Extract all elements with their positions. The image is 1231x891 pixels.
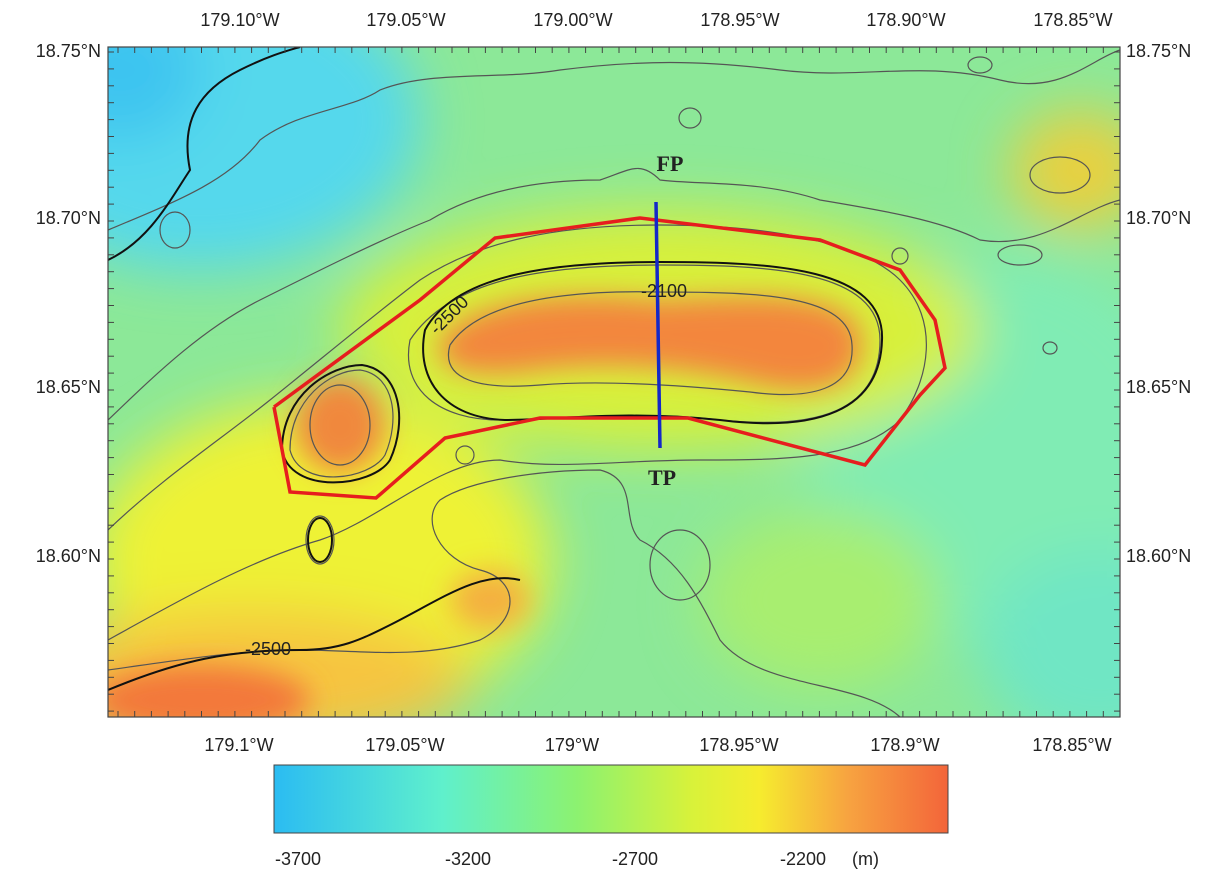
profile-line [654, 201, 662, 449]
top-axis-label: 178.90°W [866, 10, 945, 30]
top-axis-label: 178.95°W [700, 10, 779, 30]
top-axis-label: 179.05°W [366, 10, 445, 30]
bottom-axis-label: 179°W [545, 735, 599, 755]
left-axis-label: 18.70°N [36, 208, 101, 228]
right-axis-label: 18.75°N [1126, 41, 1191, 61]
bottom-axis-label: 178.9°W [870, 735, 939, 755]
left-axis-label: 18.65°N [36, 377, 101, 397]
contour-label: -2500 [245, 639, 291, 659]
colorbar-tick-label: -3700 [275, 849, 321, 869]
bottom-axis-label: 179.05°W [365, 735, 444, 755]
colorbar-tick-label: -3200 [445, 849, 491, 869]
map-frame [107, 46, 1121, 718]
contour-label: -2100 [641, 281, 687, 301]
top-axis-label: 179.10°W [200, 10, 279, 30]
bottom-axis-label: 178.95°W [699, 735, 778, 755]
right-axis-label: 18.65°N [1126, 377, 1191, 397]
colorbar [273, 764, 949, 834]
colorbar-tick-label: -2200 [780, 849, 826, 869]
left-axis-label: 18.75°N [36, 41, 101, 61]
top-axis-label: 178.85°W [1033, 10, 1112, 30]
marker-label: TP [648, 465, 676, 490]
right-axis-label: 18.60°N [1126, 546, 1191, 566]
bottom-axis-label: 179.1°W [204, 735, 273, 755]
colorbar-tick-label: -2700 [612, 849, 658, 869]
bottom-axis-label: 178.85°W [1032, 735, 1111, 755]
left-axis-label: 18.60°N [36, 546, 101, 566]
marker-label: FP [657, 151, 684, 176]
colorbar-unit: (m) [852, 849, 879, 869]
bathymetry [108, 47, 1120, 717]
study-area-outline [272, 216, 947, 500]
top-axis-label: 179.00°W [533, 10, 612, 30]
right-axis-label: 18.70°N [1126, 208, 1191, 228]
